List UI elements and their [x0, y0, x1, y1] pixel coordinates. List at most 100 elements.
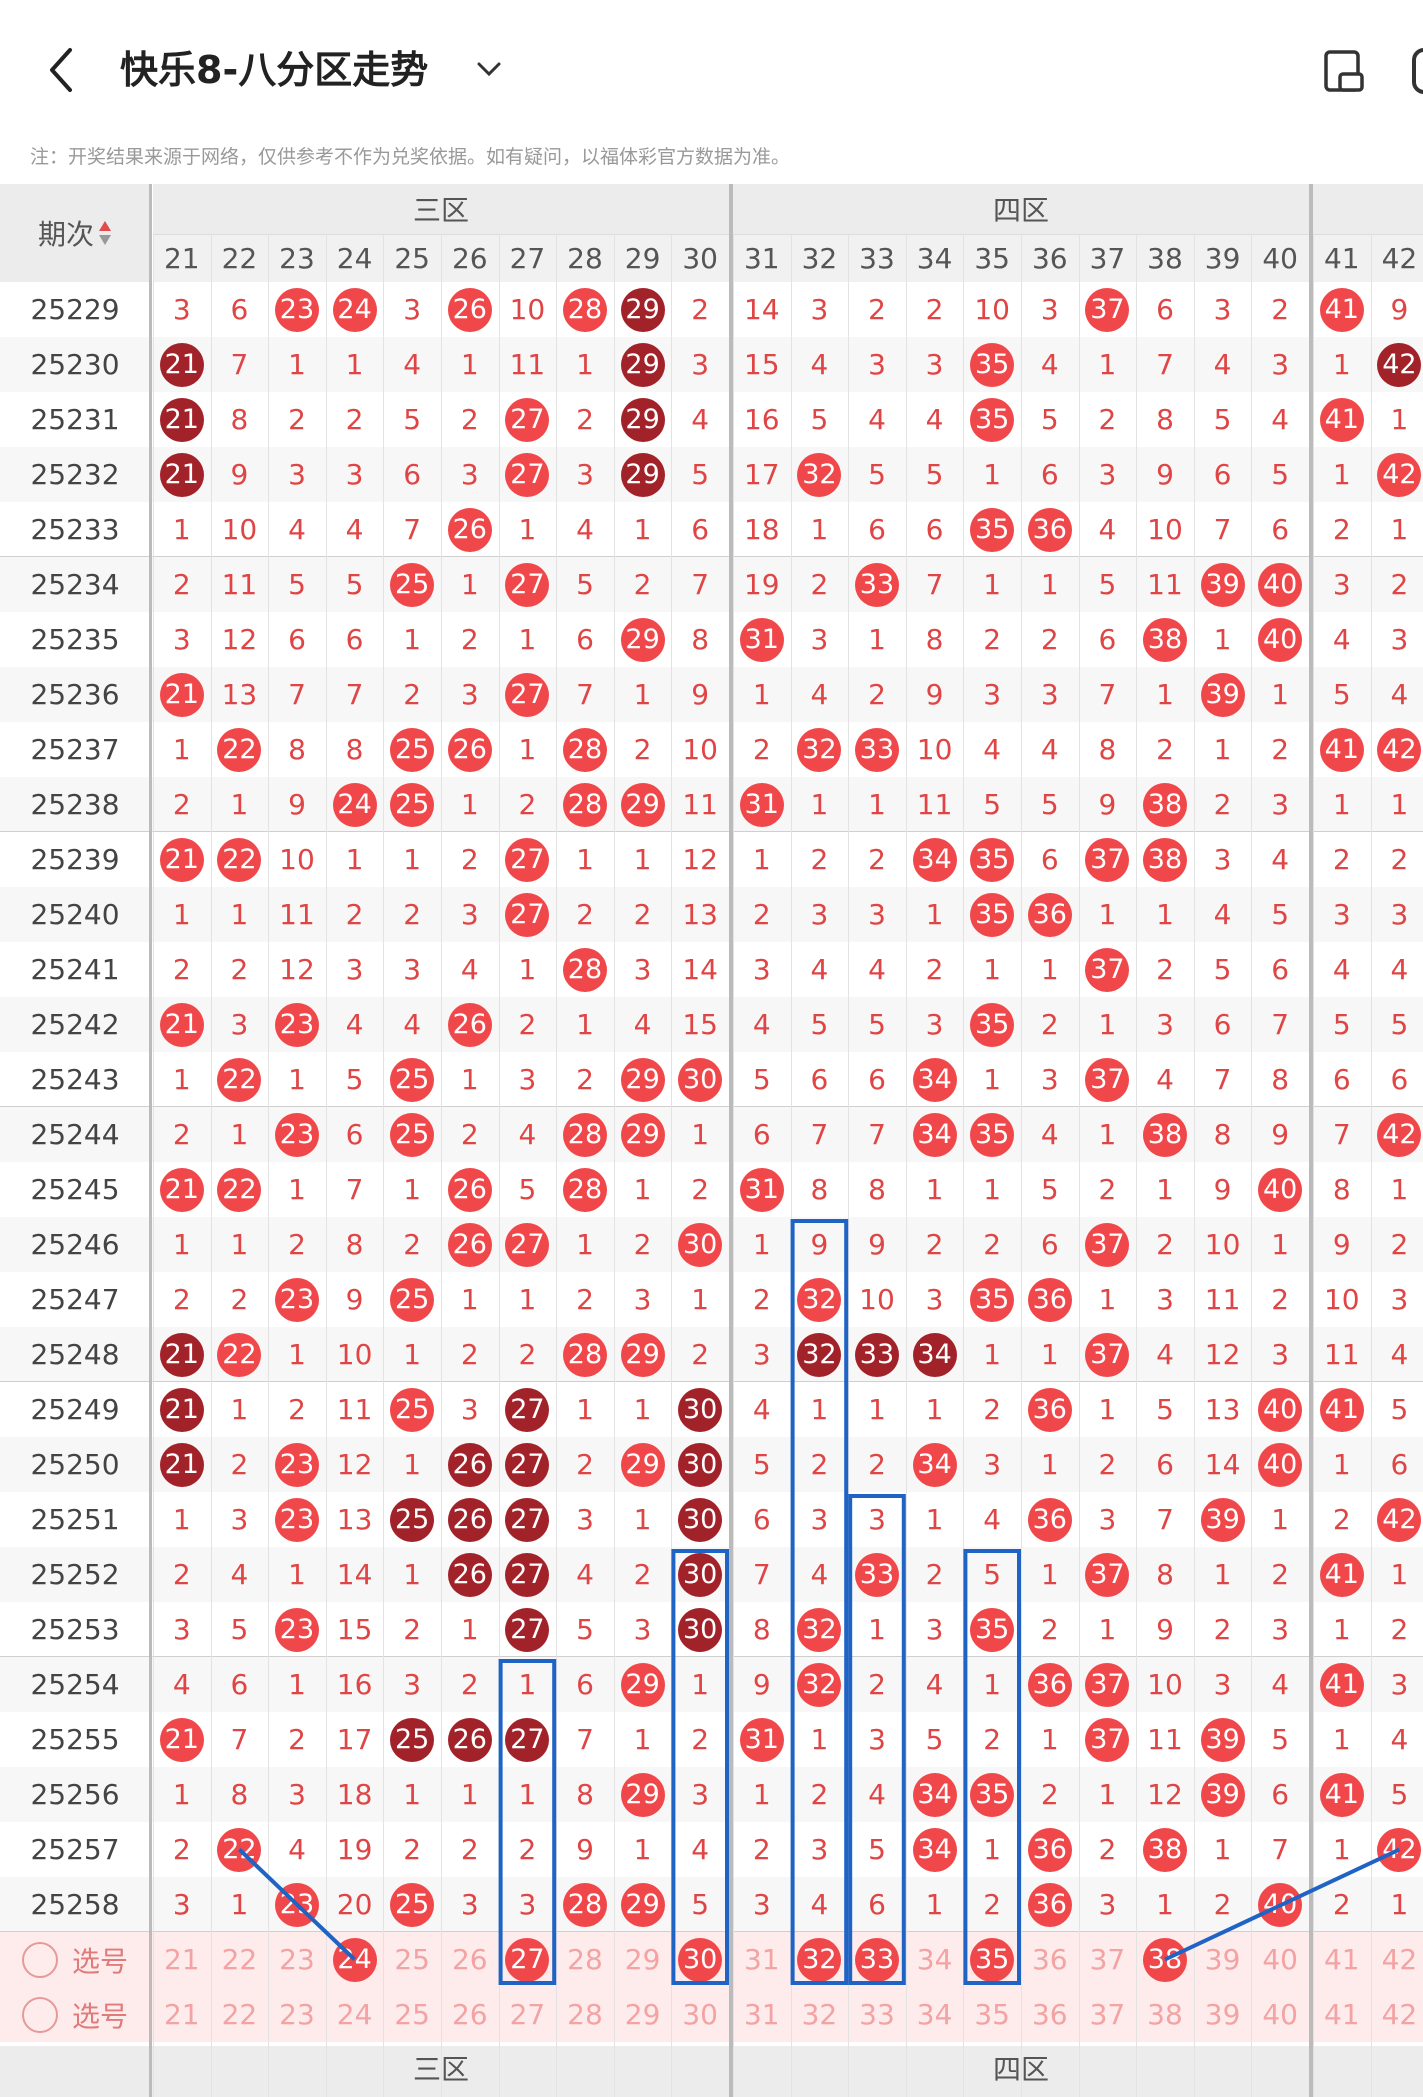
select-cell[interactable]: 34 [906, 1987, 964, 2042]
miss-count: 3 [230, 1008, 249, 1041]
select-cell[interactable]: 40 [1251, 1987, 1309, 2042]
select-cell[interactable]: 25 [383, 1932, 441, 1987]
miss-count: 9 [576, 1833, 594, 1866]
select-cell[interactable]: 26 [441, 1987, 499, 2042]
select-cell[interactable]: 41 [1313, 1932, 1371, 1987]
miss-count: 2 [345, 403, 364, 436]
select-label-text: 选号 [71, 1944, 128, 1978]
miss-count: 2 [983, 1393, 1002, 1426]
miss-count: 1 [1040, 1558, 1059, 1591]
table-cell: 41 [1313, 392, 1371, 447]
table-cell: 2 [441, 1327, 499, 1382]
device-switch-icon[interactable] [1322, 48, 1366, 94]
table-cell: 2 [1313, 832, 1371, 887]
miss-count: 1 [288, 348, 306, 381]
select-cell[interactable]: 21 [153, 1987, 211, 2042]
miss-count: 1 [983, 1173, 1002, 1206]
table-cell: 2 [268, 1712, 326, 1767]
select-cell[interactable]: 33 [848, 1932, 906, 1987]
select-cell[interactable]: 30 [671, 1987, 729, 2042]
select-cell[interactable]: 23 [268, 1932, 326, 1987]
table-cell: 25 [383, 1492, 441, 1547]
select-cell[interactable]: 28 [556, 1932, 614, 1987]
select-cell[interactable]: 25 [383, 1987, 441, 2042]
select-cell[interactable]: 32 [791, 1932, 849, 1987]
table-cell: 2 [1136, 942, 1194, 997]
table-cell: 26 [441, 1217, 499, 1272]
miss-count: 8 [1332, 1173, 1351, 1206]
table-cell: 6 [211, 282, 269, 337]
table-cell: 5 [848, 447, 906, 502]
select-row-label[interactable]: 选号 [0, 1932, 150, 1987]
select-cell[interactable]: 27 [499, 1987, 557, 2042]
select-cell[interactable]: 33 [848, 1987, 906, 2042]
select-cell[interactable]: 31 [733, 1987, 791, 2042]
select-cell[interactable]: 39 [1194, 1987, 1252, 2042]
select-cell[interactable]: 28 [556, 1987, 614, 2042]
select-cell[interactable]: 37 [1079, 1987, 1137, 2042]
select-cell[interactable]: 22 [211, 1932, 269, 1987]
picked-ball[interactable]: 32 [797, 1937, 842, 1982]
chevron-down-icon[interactable] [474, 54, 504, 84]
page-title[interactable]: 快乐8-八分区走势 [120, 48, 429, 92]
miss-count: 1 [1040, 1723, 1059, 1756]
select-cell[interactable]: 39 [1194, 1932, 1252, 1987]
miss-count: 2 [345, 898, 364, 931]
select-cell[interactable]: 36 [1021, 1932, 1079, 1987]
select-cell[interactable]: 38 [1136, 1987, 1194, 2042]
select-cell[interactable]: 36 [1021, 1987, 1079, 2042]
select-cell[interactable]: 29 [614, 1932, 672, 1987]
sort-icon[interactable] [98, 219, 112, 247]
select-cell[interactable]: 42 [1371, 1987, 1423, 2042]
issue-header[interactable]: 期次 [0, 184, 150, 282]
select-cell[interactable]: 31 [733, 1932, 791, 1987]
select-radio[interactable] [21, 1941, 58, 1978]
select-cell[interactable]: 29 [614, 1987, 672, 2042]
miss-count: 4 [345, 513, 364, 546]
select-cell[interactable]: 22 [211, 1987, 269, 2042]
select-cell[interactable]: 24 [326, 1987, 384, 2042]
select-cell[interactable]: 40 [1251, 1932, 1309, 1987]
select-cell[interactable]: 30 [671, 1932, 729, 1987]
select-row-label[interactable]: 选号 [0, 1987, 150, 2042]
picked-ball[interactable]: 38 [1142, 1937, 1187, 1982]
miss-count: 1 [345, 348, 364, 381]
select-cell[interactable]: 34 [906, 1932, 964, 1987]
select-cell[interactable]: 23 [268, 1987, 326, 2042]
miss-count: 8 [230, 1778, 249, 1811]
table-cell: 2 [671, 1712, 729, 1767]
table-cell: 4 [963, 722, 1021, 777]
select-cell[interactable]: 21 [153, 1932, 211, 1987]
select-cell[interactable]: 24 [326, 1932, 384, 1987]
select-cell[interactable]: 26 [441, 1932, 499, 1987]
picked-ball[interactable]: 30 [678, 1937, 723, 1982]
select-cell[interactable]: 32 [791, 1987, 849, 2042]
miss-count: 17 [743, 458, 780, 491]
drawn-ball: 34 [912, 1827, 957, 1872]
select-cell[interactable]: 37 [1079, 1932, 1137, 1987]
select-cell[interactable]: 42 [1371, 1932, 1423, 1987]
picked-ball[interactable]: 27 [505, 1937, 550, 1982]
drawn-ball: 27 [505, 397, 550, 442]
miss-count: 12 [336, 1448, 373, 1481]
select-cell[interactable]: 41 [1313, 1987, 1371, 2042]
chevron-left-icon[interactable] [42, 44, 82, 96]
picked-ball[interactable]: 35 [970, 1937, 1015, 1982]
miss-count: 2 [460, 403, 479, 436]
select-number: 36 [1031, 1943, 1068, 1976]
table-cell: 32 [791, 1327, 849, 1382]
select-cell[interactable]: 38 [1136, 1932, 1194, 1987]
select-number: 39 [1204, 1998, 1241, 2031]
select-cell[interactable]: 35 [963, 1932, 1021, 1987]
select-cell[interactable]: 27 [499, 1932, 557, 1987]
miss-count: 3 [460, 458, 479, 491]
select-cell[interactable]: 35 [963, 1987, 1021, 2042]
table-cell: 42 [1371, 1492, 1423, 1547]
select-radio[interactable] [21, 1996, 58, 2033]
table-cell: 3 [1313, 887, 1371, 942]
picked-ball[interactable]: 24 [332, 1937, 377, 1982]
picked-ball[interactable]: 33 [854, 1937, 899, 1982]
table-cell: 6 [906, 502, 964, 557]
table-cell: 5 [1194, 942, 1252, 997]
miss-count: 2 [691, 1723, 710, 1756]
